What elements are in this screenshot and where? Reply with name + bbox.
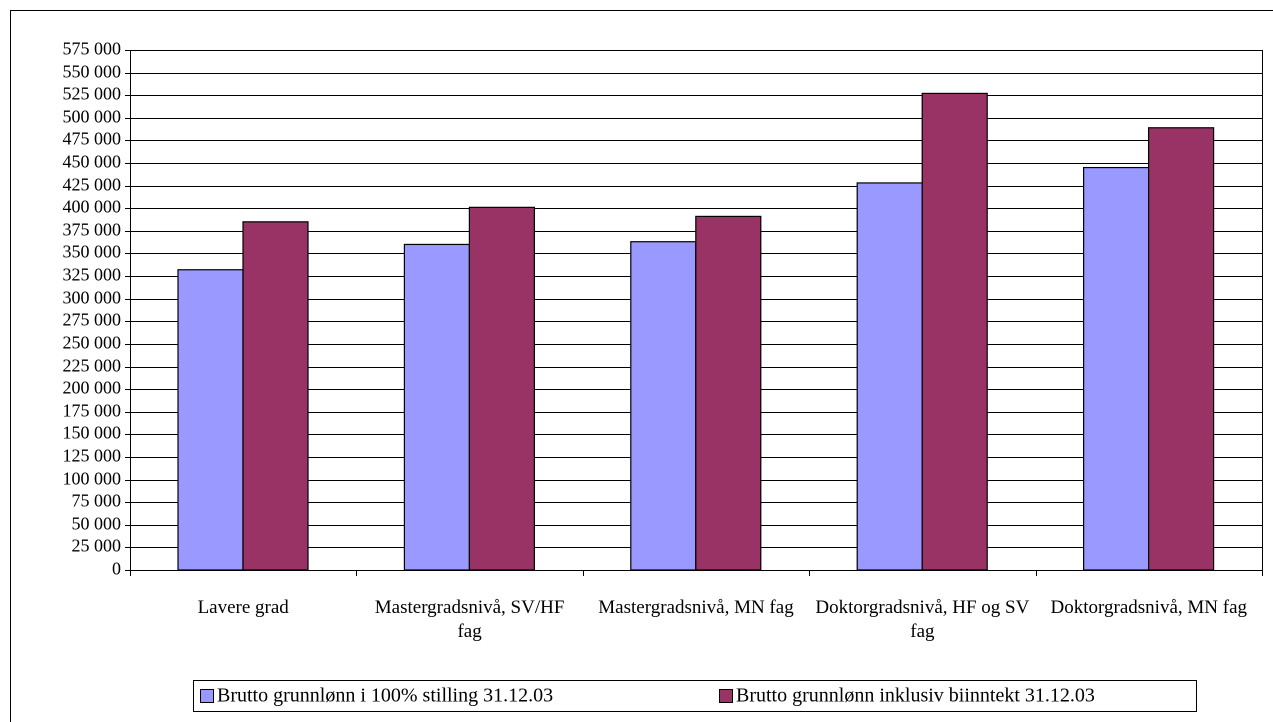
y-tick-label: 425 000 xyxy=(63,175,122,195)
x-tick-label: Mastergradsnivå, SV/HF fag xyxy=(374,597,565,642)
y-tick-label: 575 000 xyxy=(63,39,122,59)
y-tick-label: 200 000 xyxy=(63,378,122,398)
legend-label: Brutto grunnlønn i 100% stilling 31.12.0… xyxy=(217,685,553,707)
legend-swatch xyxy=(200,689,214,703)
y-tick-label: 50 000 xyxy=(72,514,122,534)
bar xyxy=(695,215,762,571)
bar xyxy=(177,269,244,571)
y-tick-label: 225 000 xyxy=(63,356,122,376)
y-tick-label: 500 000 xyxy=(63,107,122,127)
bar xyxy=(1082,166,1150,571)
bar xyxy=(1147,127,1215,571)
y-tick-label: 300 000 xyxy=(63,288,122,308)
legend-box xyxy=(193,680,1197,712)
x-tick-label: Mastergradsnivå, MN fag xyxy=(598,597,794,618)
y-tick-label: 25 000 xyxy=(72,536,122,556)
y-tick-label: 250 000 xyxy=(63,333,122,353)
bar xyxy=(403,243,470,571)
y-tick-label: 450 000 xyxy=(63,152,122,172)
y-tick-label: 0 xyxy=(112,559,121,579)
y-tick-label: 400 000 xyxy=(63,197,122,217)
x-tick-label: Lavere grad xyxy=(197,597,289,618)
y-tick-label: 75 000 xyxy=(72,491,122,511)
y-tick-label: 475 000 xyxy=(63,129,122,149)
y-tick-label: 525 000 xyxy=(63,84,122,104)
bar xyxy=(630,241,697,571)
bar xyxy=(242,221,309,571)
x-tick-label: Doktorgradsnivå, MN fag xyxy=(1050,597,1248,618)
legend-label: Brutto grunnlønn inklusiv biinntekt 31.1… xyxy=(736,685,1095,707)
y-tick-label: 350 000 xyxy=(63,242,122,262)
y-tick-label: 150 000 xyxy=(63,423,122,443)
legend-swatch xyxy=(719,689,733,703)
y-tick-label: 325 000 xyxy=(63,265,122,285)
x-tick-label: Doktorgradsnivå, HF og SV fag xyxy=(815,597,1030,642)
y-tick-label: 175 000 xyxy=(63,401,122,421)
y-tick-label: 125 000 xyxy=(63,446,122,466)
bar xyxy=(468,206,535,571)
chart-frame xyxy=(10,10,1273,722)
bar xyxy=(921,92,988,571)
bar xyxy=(856,182,923,571)
y-tick-label: 275 000 xyxy=(63,310,122,330)
y-tick-label: 550 000 xyxy=(63,62,122,82)
y-tick-label: 100 000 xyxy=(63,469,122,489)
y-tick-label: 375 000 xyxy=(63,220,122,240)
